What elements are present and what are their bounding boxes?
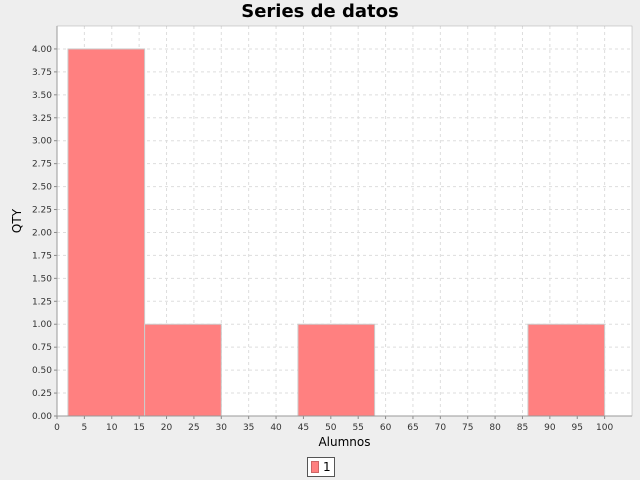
y-tick-label: 0.25 <box>32 389 52 399</box>
x-tick-label: 35 <box>243 423 254 433</box>
y-tick-label: 1.75 <box>32 251 52 261</box>
x-tick-label: 70 <box>435 423 447 433</box>
x-tick-label: 60 <box>380 423 392 433</box>
y-tick-label: 3.50 <box>32 91 52 101</box>
y-tick-label: 1.25 <box>32 297 52 307</box>
x-tick-label: 15 <box>133 423 144 433</box>
y-tick-label: 0.50 <box>32 366 52 376</box>
y-tick-label: 2.00 <box>32 228 52 238</box>
x-tick-label: 90 <box>544 423 556 433</box>
bar <box>144 323 222 417</box>
y-tick-label: 2.50 <box>32 183 52 193</box>
x-axis-label: Alumnos <box>318 435 370 449</box>
x-tick-label: 5 <box>82 423 88 433</box>
x-tick-label: 50 <box>325 423 337 433</box>
axes <box>54 25 633 419</box>
bar <box>67 48 146 417</box>
x-tick-label: 10 <box>106 423 118 433</box>
plot-border <box>56 25 633 417</box>
y-tick-label: 1.00 <box>32 320 52 330</box>
legend-swatch <box>311 461 319 473</box>
x-tick-label: 80 <box>489 423 501 433</box>
x-tick-label: 95 <box>572 423 583 433</box>
bar <box>527 323 606 417</box>
y-tick-label: 0.75 <box>32 343 52 353</box>
x-tick-label: 30 <box>216 423 228 433</box>
y-tick-label: 3.25 <box>32 114 52 124</box>
x-tick-label: 85 <box>517 423 528 433</box>
y-tick-label: 0.00 <box>32 412 52 422</box>
bar <box>297 323 376 417</box>
y-tick-label: 3.75 <box>32 68 52 78</box>
y-tick-labels: 0.00 0.25 0.50 0.75 1.00 1.25 1.50 1.75 2.00 2.25… <box>32 45 52 422</box>
x-tick-label: 20 <box>161 423 173 433</box>
y-axis-label: QTY <box>10 208 24 233</box>
x-tick-label: 45 <box>298 423 309 433</box>
legend: 1 <box>307 457 335 477</box>
y-tick-label: 1.50 <box>32 274 52 284</box>
y-tick-label: 2.25 <box>32 206 52 216</box>
x-tick-label: 75 <box>462 423 473 433</box>
x-tick-label: 55 <box>352 423 363 433</box>
legend-label: 1 <box>323 460 331 474</box>
chart-title: Series de datos <box>241 1 399 22</box>
x-tick-labels: 0 5 10 15 20 25 30 35 40 45 50 55 60 65 70 75 80 85 90 95 10… <box>54 423 613 433</box>
y-tick-label: 3.00 <box>32 137 52 147</box>
x-tick-label: 100 <box>596 423 613 433</box>
x-tick-label: 25 <box>188 423 199 433</box>
x-tick-label: 40 <box>270 423 282 433</box>
y-tick-label: 4.00 <box>32 45 52 55</box>
y-tick-label: 2.75 <box>32 160 52 170</box>
x-tick-label: 0 <box>54 423 60 433</box>
x-tick-label: 65 <box>407 423 418 433</box>
